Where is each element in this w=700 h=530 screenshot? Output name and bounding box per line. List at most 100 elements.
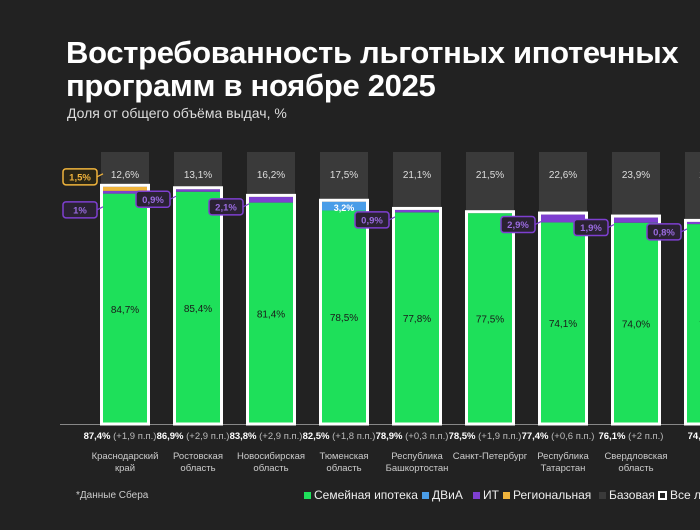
category-label-line1: Санкт-Петербург: [453, 451, 528, 462]
callout-line-it: [96, 206, 104, 211]
category-label-line2: область: [618, 463, 653, 474]
label-it: 2,9%: [507, 220, 529, 231]
callout-line-it: [242, 203, 250, 208]
label-dvia: 3,2%: [334, 203, 355, 213]
bar-base: [539, 152, 587, 214]
legend-label: Региональная: [513, 488, 592, 502]
chart-subtitle: Доля от общего объёма выдач, %: [67, 105, 287, 121]
category-label-line2: область: [326, 463, 361, 474]
total-change: (+2,9 п.п.): [186, 431, 229, 442]
bar-outline-all: [246, 193, 296, 426]
label-total: 76,1% (+2 п.п.): [599, 431, 664, 442]
legend-swatch-base: [599, 491, 606, 499]
legend-label: Семейная ипотека: [314, 488, 418, 502]
total-value: 82,5%: [303, 431, 333, 442]
label-family: 78,5%: [330, 313, 358, 324]
bar-outline-all: [100, 183, 150, 426]
total-value: 76,1%: [599, 431, 629, 442]
legend-swatch-dvia: [422, 491, 429, 499]
label-it: 2,1%: [215, 202, 237, 213]
total-value: 77,4%: [522, 431, 552, 442]
legend-dvia: ДВиА: [422, 488, 463, 502]
total-value: 86,9%: [157, 431, 187, 442]
label-base: 23,9%: [622, 170, 650, 181]
total-value: 78,5%: [449, 431, 479, 442]
label-total: 83,8% (+2,9 п.п.): [230, 431, 303, 442]
label-family: 74,0%: [622, 319, 650, 330]
bar-it: [176, 189, 220, 192]
bar-outline-all: [465, 210, 515, 426]
label-base: 22,6%: [549, 170, 577, 181]
callout-line-it: [680, 228, 688, 233]
callout-line-regional: [96, 173, 104, 178]
label-it: 1%: [73, 205, 87, 216]
label-base: 17,5%: [330, 170, 358, 181]
bar-outline-all: [392, 206, 442, 426]
bar-it: [614, 217, 658, 223]
bar-family: [103, 193, 147, 424]
bar-family: [687, 224, 700, 424]
label-family: 81,4%: [257, 309, 285, 320]
label-family: 77,5%: [476, 315, 504, 326]
total-change: (+2,9 п.п.): [259, 431, 302, 442]
label-total: 82,5% (+1,8 п.п.): [303, 431, 376, 442]
bar-it: [541, 214, 585, 223]
bar-outline-all: [173, 186, 223, 426]
label-family: 85,4%: [184, 304, 212, 315]
total-change: (+2 п.п.): [628, 431, 663, 442]
category-label-line1: Ростовская: [173, 451, 223, 462]
bar-it: [687, 221, 700, 225]
callout-line-it: [388, 216, 396, 221]
label-total: 86,9% (+2,9 п.п.): [157, 431, 230, 442]
label-base: 13,1%: [184, 170, 212, 181]
label-family: 77,8%: [403, 314, 431, 325]
bar-base: [393, 152, 441, 210]
bar-outline-all: [684, 218, 700, 426]
total-value: 74,9%: [688, 431, 700, 442]
bar-base: [101, 152, 149, 187]
legend-family: Семейная ипотека: [304, 488, 418, 502]
label-total: 87,4% (+1,9 п.п.): [84, 431, 157, 442]
label-base: 21,1%: [403, 170, 431, 181]
bar-dvia: [322, 201, 366, 211]
bar-it: [103, 190, 147, 194]
total-change: (+0,6 п.п.): [551, 431, 594, 442]
legend-swatch-it: [473, 491, 480, 499]
legend-label: Базовая: [609, 488, 655, 502]
label-base: 21,5%: [476, 170, 504, 181]
label-base: 12,6%: [111, 170, 139, 181]
legend-swatch-family: [304, 491, 311, 499]
total-value: 83,8%: [230, 431, 260, 442]
bar-family: [468, 213, 512, 424]
category-label-line1: Республика: [391, 451, 443, 462]
category-label-line1: Свердловская: [604, 451, 667, 462]
title-line-1: Востребованность льготных ипотечных: [66, 35, 679, 70]
category-label-line1: Республика: [537, 451, 589, 462]
callout-line-it: [534, 221, 542, 226]
label-total: 78,9% (+0,3 п.п.): [376, 431, 449, 442]
bar-regional: [103, 186, 147, 191]
legend-base: Базовая: [599, 488, 655, 502]
label-total: 74,9% (: [688, 431, 700, 442]
bar-base: [247, 152, 295, 197]
label-base: 16,2%: [257, 170, 285, 181]
legend-it: ИТ: [473, 488, 499, 502]
label-family: 84,7%: [111, 305, 139, 316]
chart-title: Востребованность льготных ипотечных прог…: [66, 35, 679, 103]
stacked-bar-chart: 12,6% 84,7% 1,5% 1% 87,4% (+1,9 п.п.) Краснод…: [60, 152, 700, 474]
category-label-line1: Тюменская: [319, 451, 368, 462]
legend-all: Все л: [658, 488, 700, 502]
bar-it: [249, 196, 293, 203]
legend-regional: Региональная: [503, 488, 591, 502]
label-it: 0,9%: [361, 215, 383, 226]
category-label-line2: край: [115, 463, 135, 474]
bar-family: [249, 202, 293, 424]
bar-base: [685, 152, 700, 221]
category-label-line1: Краснодарский: [92, 451, 159, 462]
label-total: 78,5% (+1,9 п.п.): [449, 431, 522, 442]
bar-base: [612, 152, 660, 218]
label-family: 74,1%: [549, 319, 577, 330]
title-line-2: программ в ноябре 2025: [66, 68, 436, 103]
bar-family: [395, 212, 439, 424]
label-it: 1,9%: [580, 223, 602, 234]
